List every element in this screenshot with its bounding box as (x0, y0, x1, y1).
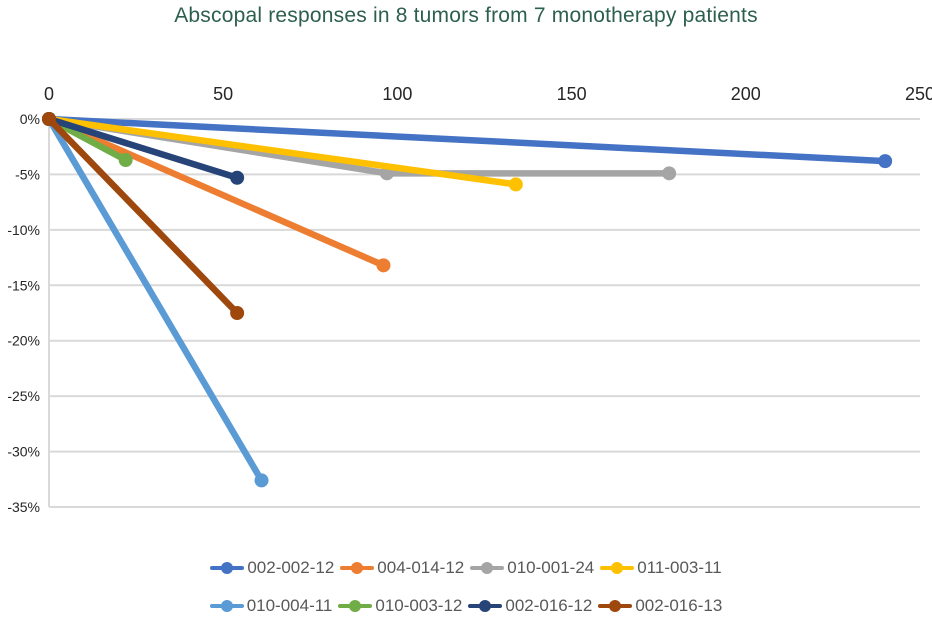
legend-marker-dot (349, 600, 362, 612)
series-line (45, 115, 265, 484)
legend-marker-dot (611, 562, 624, 574)
legend-series-marker-icon (470, 562, 505, 574)
data-point-marker (508, 177, 523, 192)
y-tick-label: -25% (7, 388, 40, 404)
series-line (45, 115, 241, 182)
legend-marker-dot (481, 562, 494, 574)
legend-marker-dot (479, 600, 492, 612)
legend-item: 010-003-12 (338, 596, 462, 616)
legend-item: 002-016-13 (598, 596, 722, 616)
legend-marker-dot (609, 600, 622, 612)
legend-item: 002-002-12 (210, 558, 334, 578)
legend-item-label: 002-016-13 (635, 596, 723, 615)
legend-series-marker-icon (340, 562, 375, 574)
x-tick-label: 0 (44, 84, 54, 104)
legend-item-label: 010-003-12 (375, 596, 463, 615)
y-tick-label: -15% (7, 277, 40, 293)
legend-item: 010-004-11 (209, 596, 333, 616)
data-point-marker (878, 154, 893, 169)
legend-item: 011-003-11 (600, 558, 722, 578)
series-line (45, 115, 387, 269)
plot-area: 0 50 100 150 200 250 0% -5% -10% -15% -20% -25% -30%… (7, 84, 932, 515)
legend-item-label: 010-001-24 (507, 558, 595, 577)
legend-marker-dot (221, 562, 234, 574)
series-line (45, 115, 241, 317)
chart-title: Abscopal responses in 8 tumors from 7 mo… (174, 4, 758, 27)
data-point-marker (230, 170, 245, 185)
data-point-marker (230, 306, 245, 320)
legend-series-marker-icon (468, 600, 503, 612)
legend-marker-dot (220, 600, 233, 612)
y-tick-label: 0% (20, 111, 40, 127)
data-point-marker (662, 166, 677, 181)
legend-series-marker-icon (598, 600, 633, 612)
legend-item-label: 002-016-12 (505, 596, 593, 615)
legend-row: 002-002-12 004-014-12 010-001-24 011-003-11 (0, 549, 932, 587)
legend-item: 002-016-12 (468, 596, 592, 616)
x-tick-label: 100 (382, 84, 412, 104)
legend-series-marker-icon (600, 562, 635, 574)
y-tick-label: -5% (15, 166, 40, 182)
legend-item-label: 011-003-11 (637, 558, 722, 577)
legend-item-label: 004-014-12 (377, 558, 465, 577)
data-point-marker (42, 112, 56, 126)
legend-series-marker-icon (209, 600, 244, 612)
data-point-marker (376, 258, 391, 273)
x-tick-label: 150 (557, 84, 587, 104)
y-tick-label: -30% (7, 444, 40, 460)
data-point-marker (118, 153, 133, 168)
legend-item-label: 002-002-12 (247, 558, 335, 577)
y-tick-label: -35% (7, 499, 40, 515)
x-tick-label: 50 (213, 84, 233, 104)
x-tick-label: 250 (905, 84, 932, 104)
x-tick-label: 200 (731, 84, 761, 104)
legend: 002-002-12 004-014-12 010-001-24 011-003-11… (0, 549, 932, 623)
legend-series-marker-icon (210, 562, 245, 574)
series-line (45, 115, 520, 188)
legend-item-label: 010-004-11 (246, 596, 333, 615)
y-tick-label: -20% (7, 333, 40, 349)
legend-item: 010-001-24 (470, 558, 594, 578)
legend-row: 010-004-11 010-003-12 002-016-12 002-016-13 (0, 587, 932, 623)
legend-series-marker-icon (338, 600, 373, 612)
legend-item: 004-014-12 (340, 558, 464, 578)
data-point-marker (254, 473, 269, 488)
series-line (45, 115, 889, 165)
legend-marker-dot (351, 562, 364, 574)
y-tick-label: -10% (7, 222, 40, 238)
